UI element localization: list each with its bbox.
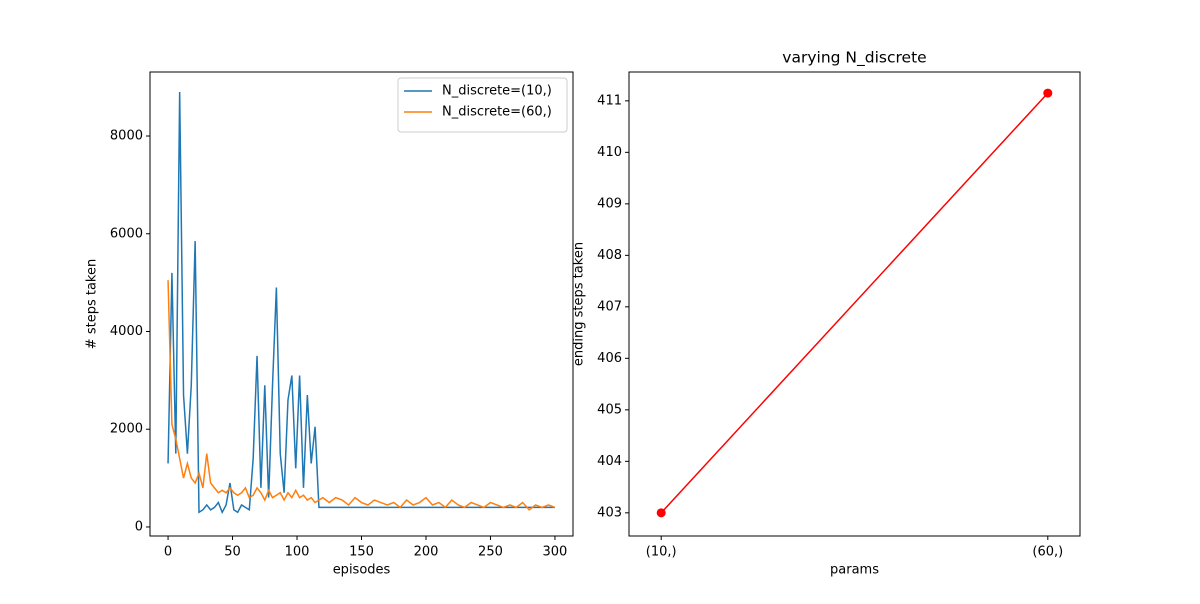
x-tick-label: 300 [543,545,568,560]
y-tick-label: 406 [597,351,622,366]
y-tick-label: 403 [597,505,622,520]
x-tick-label: (60,) [1032,545,1063,560]
y-tick-label: 405 [597,402,622,417]
x-tick-label: 100 [285,545,310,560]
chart-title: varying N_discrete [782,49,926,68]
axes-frame [628,71,1081,537]
y-tick-label: 407 [597,299,622,314]
x-tick-label: (10,) [646,545,677,560]
legend-label: N_discrete=(60,) [442,105,552,120]
series-line [660,92,1049,514]
x-axis-label: params [830,563,879,578]
y-tick-label: 0 [135,519,143,534]
x-tick-label: 150 [349,545,374,560]
series-line [167,280,556,511]
x-tick-label: 0 [164,545,172,560]
y-tick-label: 410 [597,145,622,160]
y-tick-label: 4000 [110,324,143,339]
axes-frame [149,71,574,537]
series-line [167,92,555,515]
y-tick-label: 408 [597,248,622,263]
x-tick-label: 200 [414,545,439,560]
x-tick-label: 50 [224,545,241,560]
x-axis-label: episodes [333,563,391,578]
y-tick-label: 6000 [110,226,143,241]
y-axis-label: ending steps taken [572,242,587,366]
legend-label: N_discrete=(10,) [442,84,552,99]
marker [656,508,666,518]
y-tick-label: 404 [597,454,622,469]
x-tick-label: 250 [478,545,503,560]
y-tick-label: 409 [597,196,622,211]
marker [1043,88,1053,98]
y-tick-label: 8000 [110,129,143,144]
y-tick-label: 411 [597,93,622,108]
legend-box [397,77,568,133]
y-tick-label: 2000 [110,422,143,437]
y-axis-label: # steps taken [85,259,100,349]
